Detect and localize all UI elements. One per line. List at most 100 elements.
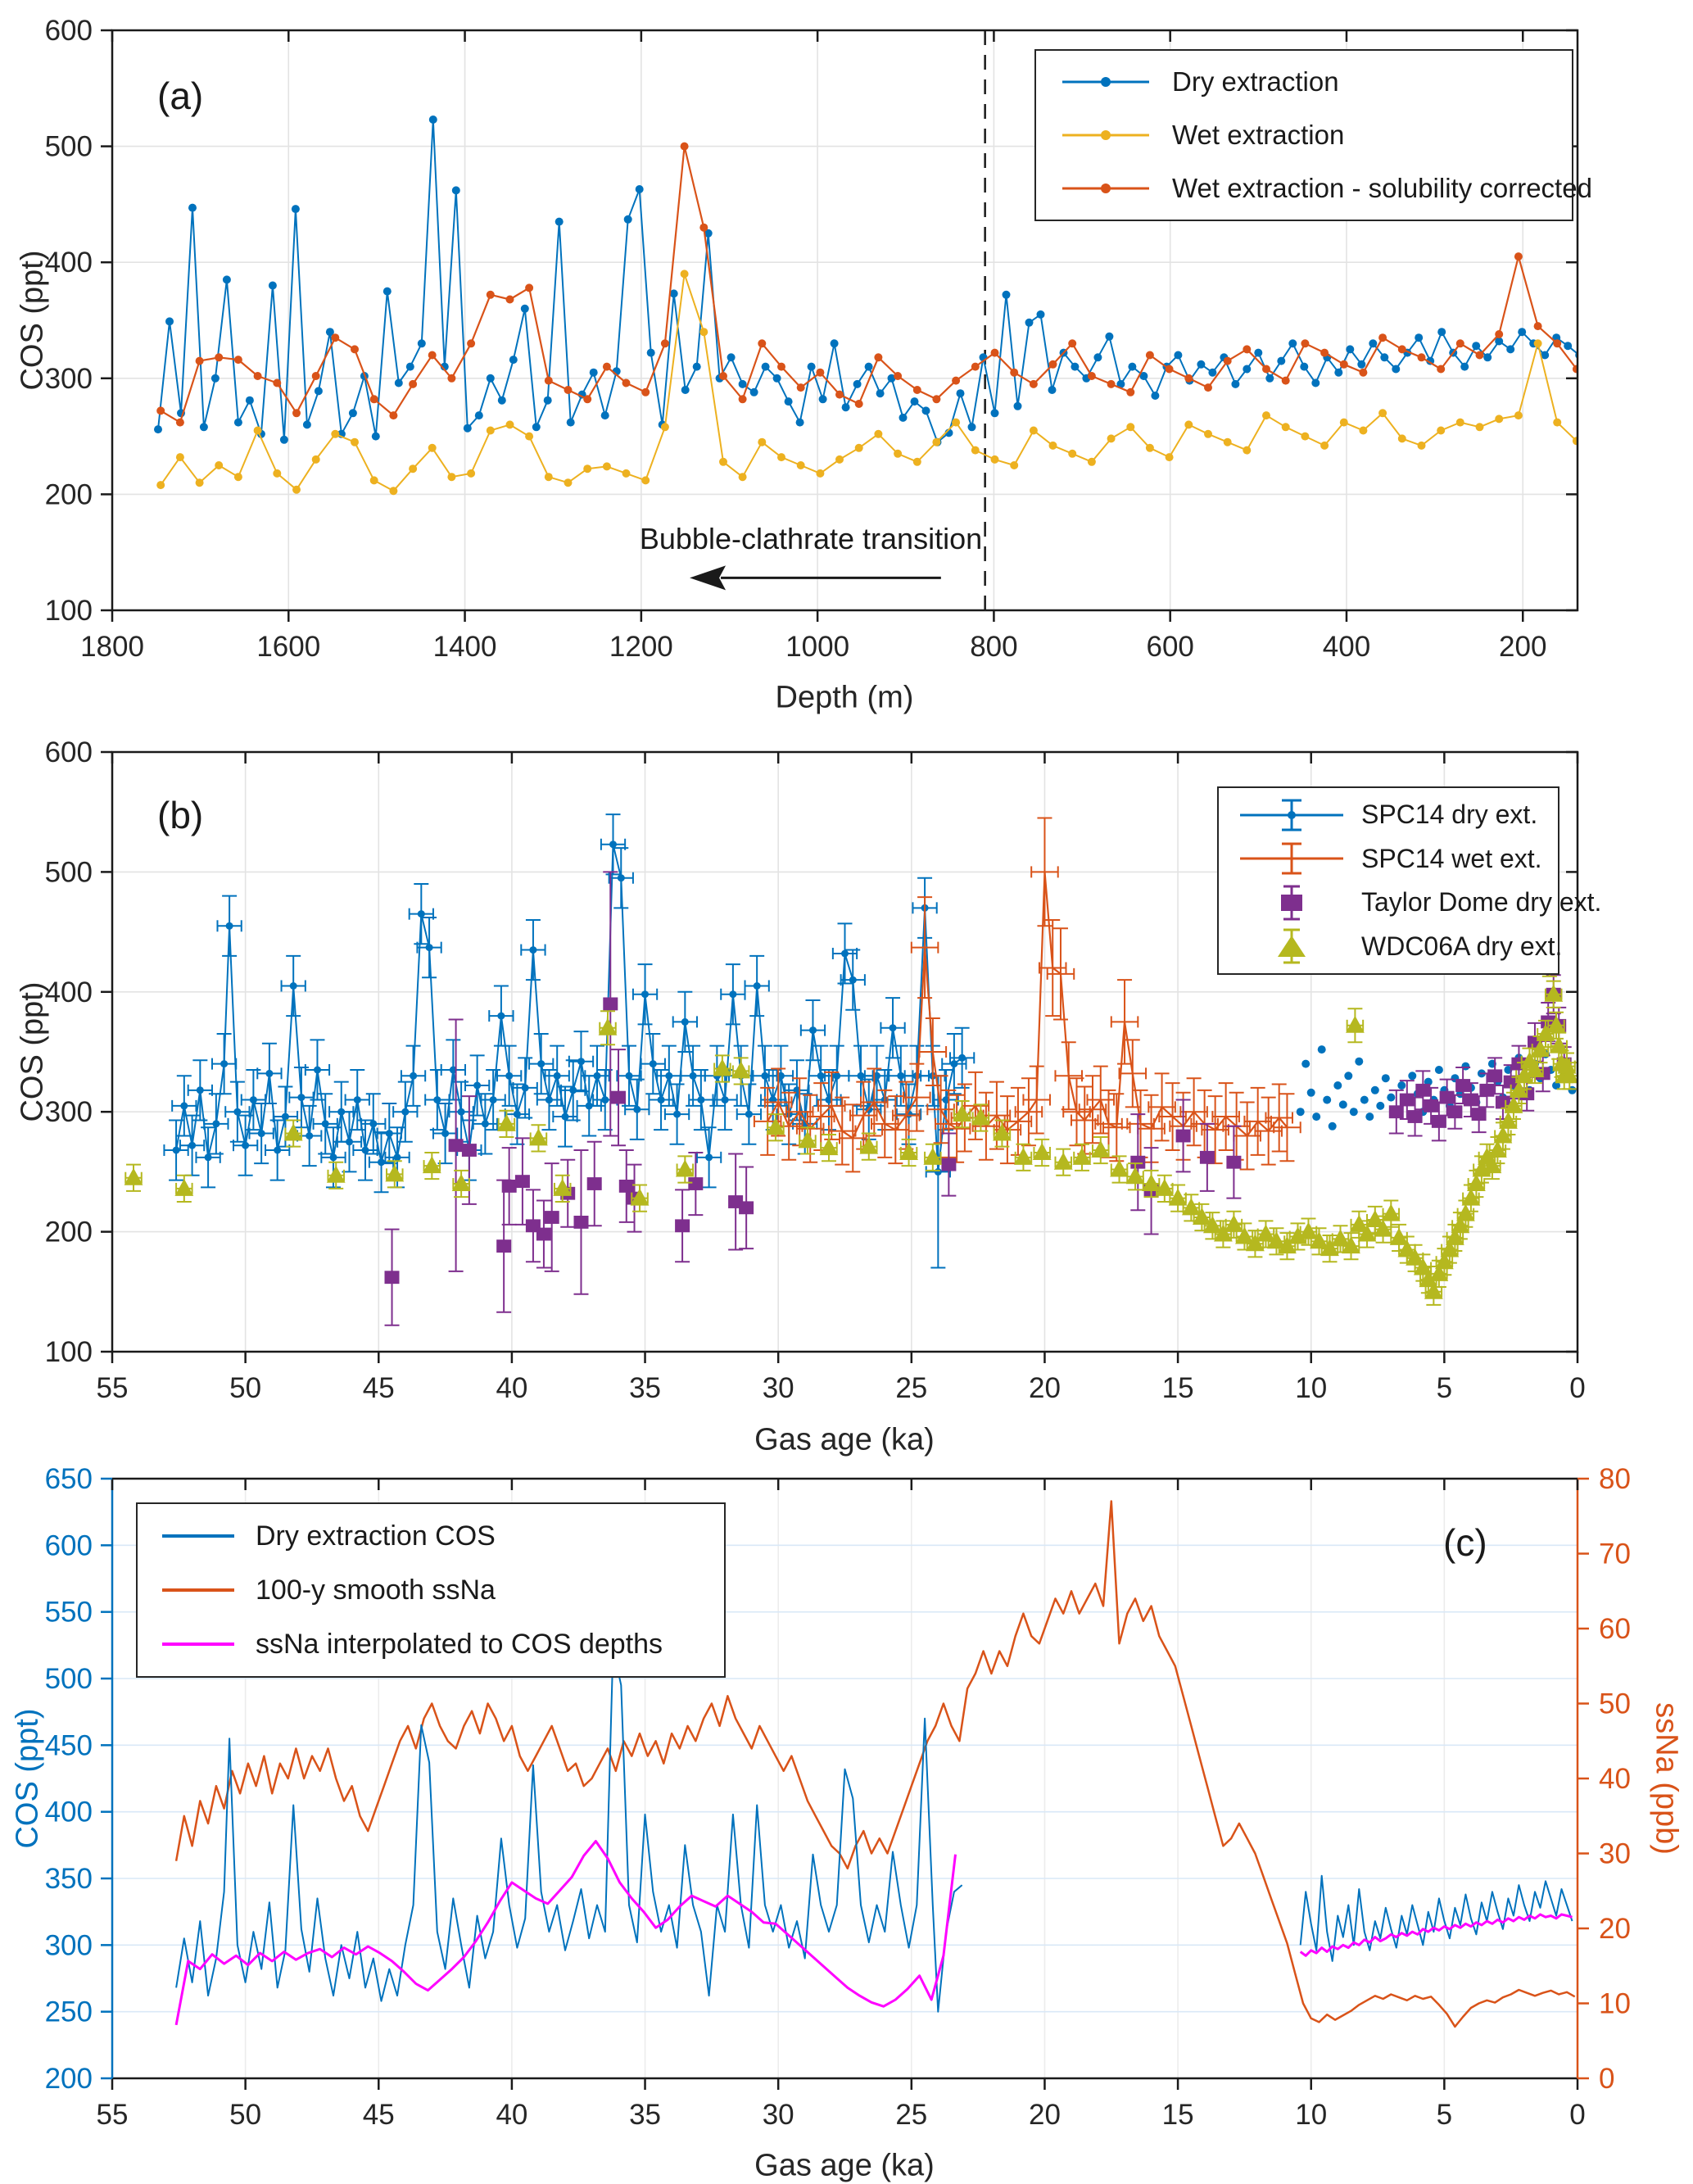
svg-text:50: 50 [1599, 1688, 1631, 1720]
svg-text:25: 25 [895, 2099, 927, 2131]
svg-text:500: 500 [45, 1663, 93, 1695]
svg-text:50: 50 [229, 1372, 261, 1404]
svg-text:500: 500 [45, 856, 93, 888]
line-marker-icon [161, 1522, 236, 1550]
errorbar-line-dot-icon [1238, 796, 1345, 834]
svg-text:0: 0 [1569, 1372, 1585, 1404]
svg-text:15: 15 [1162, 1372, 1194, 1404]
svg-text:500: 500 [45, 131, 93, 163]
svg-text:200: 200 [45, 1217, 93, 1248]
panel-a-x-axis-title: Depth (m) [775, 680, 914, 715]
square-errorbar-icon [1238, 884, 1345, 922]
svg-text:80: 80 [1599, 1463, 1631, 1495]
legend-item-dry-extraction-cos: Dry extraction COS [161, 1520, 716, 1552]
svg-text:1400: 1400 [433, 631, 497, 663]
svg-text:10: 10 [1599, 1988, 1631, 2020]
series-wet-extraction [156, 270, 1578, 496]
panel-b-x-axis-title: Gas age (ka) [754, 1422, 935, 1457]
line-dot-marker-icon [1061, 68, 1151, 96]
svg-text:600: 600 [45, 15, 93, 47]
series-ssna-interpolated-holocene [1299, 1913, 1573, 1957]
panel-b-y-axis-title: COS (ppt) [15, 981, 50, 1122]
svg-text:1800: 1800 [80, 631, 144, 663]
svg-text:1000: 1000 [785, 631, 849, 663]
panel-c-left-y-axis-title: COS (ppt) [10, 1708, 45, 1849]
svg-text:600: 600 [45, 736, 93, 768]
svg-text:200: 200 [45, 2063, 93, 2095]
svg-text:800: 800 [970, 631, 1017, 663]
series-ssna-interpolated-glacial [174, 1840, 957, 2026]
svg-text:40: 40 [1599, 1763, 1631, 1795]
svg-text:20: 20 [1029, 2099, 1061, 2131]
svg-text:45: 45 [363, 1372, 395, 1404]
legend-panel-a: Dry extraction Wet extraction Wet extrac… [1034, 49, 1592, 221]
svg-text:55: 55 [97, 2099, 129, 2131]
svg-text:400: 400 [1323, 631, 1370, 663]
legend-item-ssna-smooth: 100-y smooth ssNa [161, 1575, 716, 1606]
legend-item-taylor-dome: Taylor Dome dry ext. [1238, 884, 1601, 922]
legend-panel-b: SPC14 dry ext. SPC14 wet ext. Taylor Dom… [1217, 786, 1601, 975]
transition-arrow-head [690, 565, 727, 591]
panel-c-label: (c) [1443, 1521, 1487, 1564]
legend-item-spc14-wet: SPC14 wet ext. [1238, 840, 1551, 877]
svg-text:55: 55 [97, 1372, 129, 1404]
svg-text:400: 400 [45, 247, 93, 279]
legend-panel-c: Dry extraction COS 100-y smooth ssNa ssN… [136, 1502, 726, 1678]
line-dot-marker-icon [1061, 174, 1151, 202]
panel-a-y-axis-title: COS (ppt) [15, 250, 50, 391]
legend-item-spc14-dry: SPC14 dry ext. [1238, 796, 1551, 834]
svg-text:600: 600 [1146, 631, 1193, 663]
panel-c-x-axis-title: Gas age (ka) [754, 2148, 935, 2183]
triangle-errorbar-icon [1238, 927, 1345, 965]
svg-text:400: 400 [45, 976, 93, 1008]
svg-text:20: 20 [1599, 1913, 1631, 1945]
panel-b-label: (b) [157, 794, 204, 836]
series-ssna-smooth [174, 1500, 1576, 2028]
panel-a-plot: 1800 1600 1400 1200 1000 800 600 400 200 100 200 30… [45, 15, 1579, 663]
svg-text:100: 100 [45, 1336, 93, 1368]
svg-text:35: 35 [629, 1372, 661, 1404]
svg-text:1200: 1200 [609, 631, 673, 663]
panel-c-right-y-axis-title: ssNa (ppb) [1649, 1702, 1684, 1855]
svg-text:200: 200 [45, 478, 93, 510]
series-dry-extraction-cos-holocene [1299, 1874, 1573, 1962]
svg-text:600: 600 [45, 1529, 93, 1561]
legend-item-wet-extraction: Wet extraction [1061, 120, 1564, 151]
svg-text:40: 40 [496, 2099, 527, 2131]
svg-text:450: 450 [45, 1729, 93, 1761]
line-marker-icon [161, 1576, 236, 1604]
legend-item-dry-extraction: Dry extraction [1061, 66, 1564, 97]
svg-text:200: 200 [1499, 631, 1546, 663]
svg-text:550: 550 [45, 1597, 93, 1629]
svg-text:650: 650 [45, 1463, 93, 1495]
svg-text:5: 5 [1437, 1372, 1452, 1404]
svg-text:40: 40 [496, 1372, 527, 1404]
legend-item-ssna-interpolated: ssNa interpolated to COS depths [161, 1629, 716, 1661]
line-marker-icon [161, 1630, 236, 1658]
series-dry-extraction-cos-glacial [175, 1647, 963, 2013]
svg-text:1600: 1600 [256, 631, 320, 663]
svg-text:30: 30 [763, 2099, 794, 2131]
svg-text:300: 300 [45, 363, 93, 395]
svg-text:300: 300 [45, 1929, 93, 1961]
svg-text:50: 50 [229, 2099, 261, 2131]
series-spc14-dry-ext [163, 813, 976, 1269]
svg-text:10: 10 [1295, 2099, 1327, 2131]
line-dot-marker-icon [1061, 121, 1151, 149]
svg-text:45: 45 [363, 2099, 395, 2131]
svg-text:350: 350 [45, 1863, 93, 1895]
bubble-clathrate-annotation: Bubble-clathrate transition [639, 522, 983, 555]
errorbar-line-icon [1238, 840, 1345, 877]
svg-text:300: 300 [45, 1096, 93, 1128]
svg-text:0: 0 [1599, 2063, 1614, 2095]
legend-item-wdc06a: WDC06A dry ext. [1238, 927, 1562, 965]
panel-a-label: (a) [157, 75, 204, 117]
svg-text:250: 250 [45, 1996, 93, 2028]
series-wdc06a-dry-ext [124, 946, 1578, 1306]
svg-text:20: 20 [1029, 1372, 1061, 1404]
svg-text:10: 10 [1295, 1372, 1327, 1404]
svg-text:30: 30 [763, 1372, 794, 1404]
